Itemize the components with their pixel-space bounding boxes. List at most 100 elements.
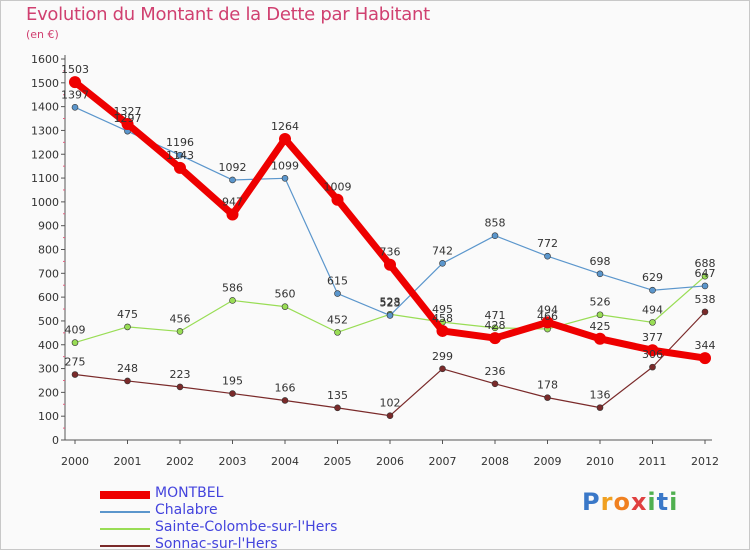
logo-letter: i xyxy=(669,488,679,516)
data-label-1-1: 1297 xyxy=(114,112,142,125)
y-tick-label-900: 900 xyxy=(38,220,59,233)
point-0-1 xyxy=(121,118,134,131)
data-label-1-2: 1196 xyxy=(166,136,194,149)
data-label-3-11: 306 xyxy=(642,348,663,361)
point-3-2 xyxy=(176,383,184,391)
y-tick-label-400: 400 xyxy=(38,339,59,352)
point-0-10 xyxy=(594,332,606,345)
chart-title: Evolution du Montant de la Dette par Hab… xyxy=(26,4,430,25)
x-tick-label-2003: 2003 xyxy=(219,455,247,468)
point-0-2 xyxy=(174,161,186,174)
point-1-10 xyxy=(596,270,604,278)
point-1-8 xyxy=(491,232,499,239)
x-tick-label-2005: 2005 xyxy=(324,455,352,468)
point-1-9 xyxy=(544,252,551,260)
data-label-0-6: 736 xyxy=(380,246,401,259)
point-2-10 xyxy=(596,311,604,319)
data-label-1-12: 647 xyxy=(695,267,716,280)
data-label-1-11: 629 xyxy=(642,271,663,284)
point-3-9 xyxy=(544,394,551,401)
data-label-1-10: 698 xyxy=(590,255,611,268)
y-tick-label-800: 800 xyxy=(38,244,59,257)
data-label-2-8: 471 xyxy=(485,309,506,322)
point-3-11 xyxy=(649,363,656,371)
point-2-4 xyxy=(281,303,289,310)
point-0-8 xyxy=(489,332,501,345)
data-label-2-1: 475 xyxy=(117,308,138,321)
point-1-5 xyxy=(334,290,341,297)
data-label-0-8: 428 xyxy=(485,319,506,332)
point-1-11 xyxy=(649,286,656,294)
point-0-0 xyxy=(69,76,81,89)
y-tick-label-1400: 1400 xyxy=(31,101,59,114)
chart-subtitle: (en €) xyxy=(26,28,59,41)
data-label-2-12: 688 xyxy=(695,257,716,270)
data-label-0-1: 1327 xyxy=(114,105,142,118)
x-tick-label-2000: 2000 xyxy=(61,455,89,468)
data-label-1-8: 858 xyxy=(485,217,506,230)
logo-letter: i xyxy=(647,488,657,516)
data-label-2-6: 528 xyxy=(380,295,401,308)
data-label-1-9: 772 xyxy=(537,237,558,250)
point-1-0 xyxy=(71,104,79,111)
point-3-4 xyxy=(281,397,289,404)
legend-label-0: MONTBEL xyxy=(155,485,224,501)
point-1-2 xyxy=(176,151,184,159)
data-label-0-9: 494 xyxy=(537,303,558,316)
data-label-3-6: 102 xyxy=(380,397,401,410)
data-label-2-4: 560 xyxy=(275,288,296,301)
logo-letter: o xyxy=(613,488,631,516)
point-3-6 xyxy=(386,412,394,420)
x-tick-label-2007: 2007 xyxy=(429,455,457,468)
data-label-1-5: 615 xyxy=(327,275,348,288)
y-tick-label-300: 300 xyxy=(38,363,59,376)
x-tick-label-2010: 2010 xyxy=(586,455,614,468)
x-tick-label-2012: 2012 xyxy=(691,455,719,468)
data-label-3-7: 299 xyxy=(432,350,453,363)
point-2-11 xyxy=(649,319,656,326)
point-3-5 xyxy=(334,404,341,412)
data-label-2-7: 495 xyxy=(432,303,453,316)
data-label-3-3: 195 xyxy=(222,375,243,388)
point-3-12 xyxy=(701,308,709,316)
point-3-1 xyxy=(124,377,131,385)
x-tick-label-2006: 2006 xyxy=(376,455,404,468)
y-tick-label-1100: 1100 xyxy=(31,172,59,185)
y-tick-label-200: 200 xyxy=(38,386,59,399)
point-3-3 xyxy=(229,390,236,397)
data-label-1-3: 1092 xyxy=(219,161,247,174)
y-tick-label-500: 500 xyxy=(38,315,59,328)
data-label-0-5: 1009 xyxy=(324,181,352,194)
point-2-0 xyxy=(71,339,79,346)
legend-label-2: Sainte-Colombe-sur-l'Hers xyxy=(155,519,338,535)
data-label-2-2: 456 xyxy=(170,312,191,325)
y-tick-label-1000: 1000 xyxy=(31,196,59,209)
data-label-0-3: 947 xyxy=(222,195,243,208)
data-label-1-0: 1397 xyxy=(61,88,89,101)
data-label-0-11: 377 xyxy=(642,331,663,344)
data-label-0-2: 1143 xyxy=(166,149,194,162)
point-2-2 xyxy=(176,328,184,335)
x-tick-label-2004: 2004 xyxy=(271,455,299,468)
data-label-1-6: 523 xyxy=(380,296,401,309)
data-label-3-12: 538 xyxy=(695,293,716,306)
y-tick-label-1500: 1500 xyxy=(31,77,59,90)
data-label-1-7: 742 xyxy=(432,244,453,257)
y-tick-label-100: 100 xyxy=(38,410,59,423)
point-3-7 xyxy=(439,365,446,373)
data-label-0-7: 458 xyxy=(432,312,453,325)
data-label-3-10: 136 xyxy=(590,389,611,402)
y-tick-label-700: 700 xyxy=(38,267,59,280)
logo-letter: P xyxy=(582,488,601,516)
y-tick-label-0: 0 xyxy=(52,434,59,447)
y-tick-label-1300: 1300 xyxy=(31,124,59,137)
point-0-12 xyxy=(699,352,711,365)
legend-swatch-2 xyxy=(100,528,150,530)
legend-swatch-3 xyxy=(100,545,150,547)
logo-letter: x xyxy=(630,488,648,516)
data-label-3-8: 236 xyxy=(485,365,506,378)
x-tick-label-2008: 2008 xyxy=(481,455,509,468)
data-label-3-0: 275 xyxy=(65,356,86,369)
